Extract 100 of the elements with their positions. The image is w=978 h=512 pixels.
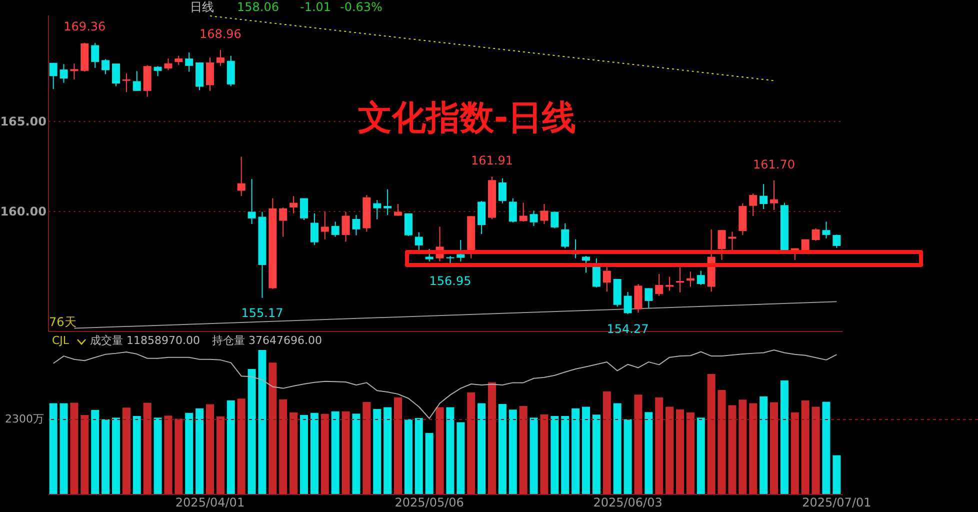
candlestick: [102, 58, 110, 75]
bar: [801, 400, 810, 494]
bar: [582, 406, 590, 494]
bar: [310, 412, 318, 494]
bar: [666, 406, 674, 494]
candlestick: [624, 291, 632, 315]
bar: [122, 408, 130, 494]
bar: [644, 412, 653, 494]
bar: [655, 397, 664, 494]
bar: [467, 392, 476, 494]
bar: [519, 406, 528, 494]
candlestick: [206, 56, 214, 92]
candlestick: [112, 63, 120, 87]
text: -0.63%: [340, 0, 382, 14]
candlestick: [49, 62, 58, 90]
text: CJL: [52, 334, 70, 348]
candlestick: [676, 266, 684, 293]
bar: [206, 404, 214, 494]
candlestick: [154, 66, 162, 77]
bar: [446, 407, 454, 494]
bar: [530, 418, 538, 494]
bar: [707, 374, 716, 494]
candlestick: [760, 184, 768, 210]
candlestick: [404, 212, 412, 237]
candlestick: [770, 180, 778, 210]
bar: [164, 416, 172, 494]
bar: [373, 409, 382, 494]
bar: [102, 419, 110, 494]
candlestick: [226, 55, 235, 87]
candlestick: [634, 284, 642, 314]
text: 成交量 11858970.00: [90, 334, 200, 348]
bar: [696, 418, 705, 494]
bar: [676, 409, 684, 494]
bar: [561, 416, 570, 494]
candlestick: [456, 239, 465, 262]
bar: [728, 405, 736, 494]
bar: [624, 419, 632, 494]
bar: [362, 402, 371, 494]
candlestick: [602, 266, 611, 292]
candlestick: [696, 270, 705, 286]
candlestick: [373, 200, 382, 220]
candlestick: [342, 211, 350, 242]
y-tick-label: 165.00: [0, 114, 46, 129]
candlestick: [352, 214, 360, 236]
bar: [832, 455, 841, 494]
candlestick: [384, 188, 392, 216]
bar: [613, 403, 622, 494]
candlestick: [530, 210, 538, 226]
x-tick-label: 2025/06/03: [593, 496, 662, 510]
bar: [602, 391, 611, 494]
bar: [436, 407, 444, 494]
bar: [342, 411, 350, 494]
bar: [49, 403, 58, 494]
bar: [540, 414, 548, 494]
bar: [508, 410, 517, 494]
candlestick: [60, 64, 68, 84]
candlestick: [498, 178, 506, 204]
bar: [196, 408, 204, 494]
bar: [812, 406, 820, 494]
bar: [384, 407, 392, 494]
bar: [790, 412, 799, 494]
bar: [425, 432, 434, 494]
candlestick: [91, 42, 100, 68]
candlestick: [508, 198, 517, 223]
candlestick: [310, 212, 318, 246]
candlestick: [749, 192, 758, 217]
bar: [686, 412, 694, 494]
candlestick: [822, 221, 830, 239]
annotation: 76天: [49, 315, 76, 329]
text: 158.06: [237, 0, 279, 14]
candlestick: [70, 63, 78, 80]
candlestick: [331, 221, 340, 238]
candlestick: [655, 273, 664, 296]
annotation: 168.96: [199, 26, 242, 41]
bar: [143, 402, 152, 494]
candlestick: [248, 178, 256, 224]
bar: [258, 350, 266, 494]
bar: [780, 380, 788, 494]
bar: [331, 411, 340, 494]
bar: [300, 414, 308, 494]
bar: [718, 390, 726, 494]
bar: [404, 419, 412, 494]
bar: [154, 418, 162, 494]
annotation: 155.17: [241, 306, 284, 320]
candlestick: [185, 52, 194, 72]
bar: [352, 414, 360, 494]
candlestick: [164, 58, 172, 71]
bar: [478, 403, 486, 494]
ref-line-label: 2300万: [5, 412, 44, 426]
bar: [226, 400, 235, 494]
candlestick: [300, 198, 308, 221]
x-tick-label: 2025/07/01: [802, 496, 872, 510]
bar: [91, 410, 100, 494]
bar: [572, 408, 580, 494]
candlestick: [122, 72, 130, 93]
bar: [394, 397, 402, 494]
bar: [290, 412, 298, 494]
bar: [414, 418, 423, 494]
bar: [822, 402, 830, 494]
candlestick: [592, 258, 600, 288]
